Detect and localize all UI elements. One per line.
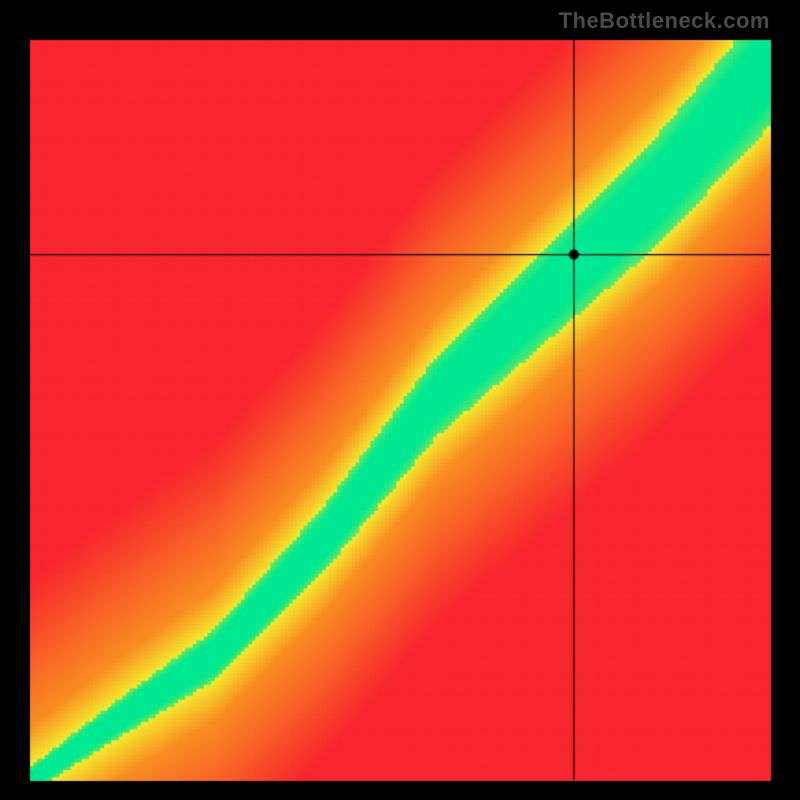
bottleneck-heatmap	[0, 0, 800, 800]
watermark-text: TheBottleneck.com	[559, 8, 770, 34]
